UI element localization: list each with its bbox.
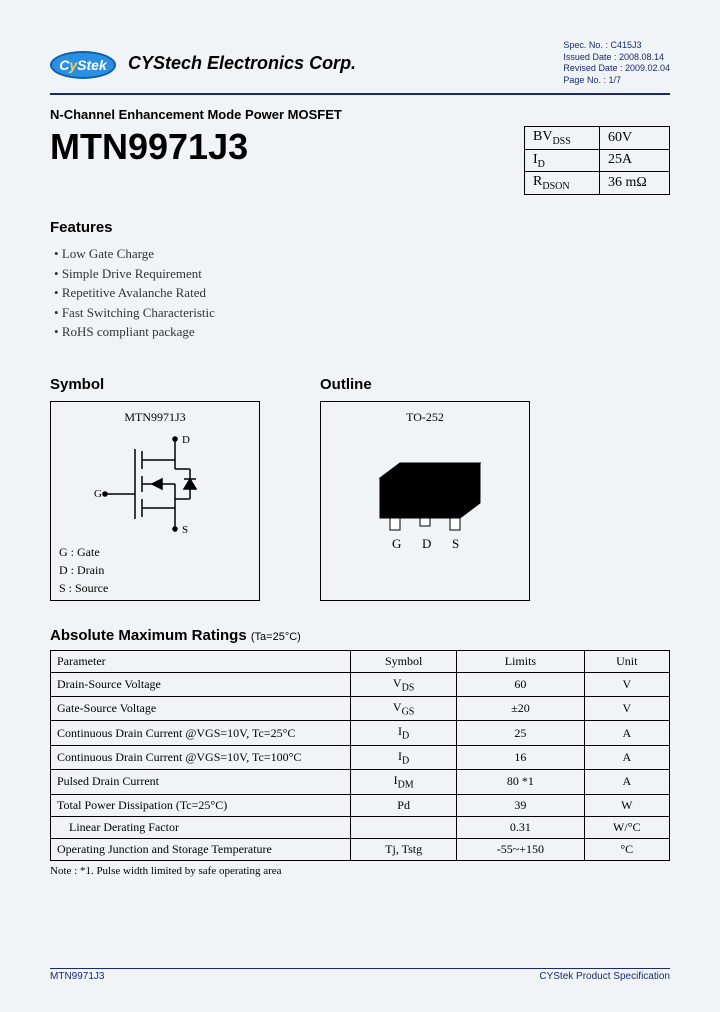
- ratings-condition: (Ta=25°C): [251, 631, 301, 643]
- col-parameter: Parameter: [51, 650, 351, 672]
- feature-item: Fast Switching Characteristic: [54, 303, 670, 323]
- logo-text-c: Stek: [77, 57, 107, 73]
- company-name: CYStech Electronics Corp.: [128, 53, 356, 74]
- ratings-row: Linear Derating Factor0.31W/°C: [51, 816, 670, 838]
- key-table-row: RDSON36 mΩ: [525, 172, 670, 195]
- logo-text-a: C: [59, 57, 69, 73]
- ratings-heading-text: Absolute Maximum Ratings: [50, 627, 247, 644]
- ratings-row: Gate-Source VoltageVGS±20V: [51, 697, 670, 721]
- ratings-row: Continuous Drain Current @VGS=10V, Tc=25…: [51, 721, 670, 745]
- ratings-note: Note : *1. Pulse width limited by safe o…: [50, 865, 670, 877]
- col-symbol: Symbol: [351, 650, 457, 672]
- legend-d: D : Drain: [59, 561, 251, 579]
- logo-text-b: y: [69, 57, 77, 73]
- ratings-row: Operating Junction and Storage Temperatu…: [51, 838, 670, 860]
- revised-date: Revised Date : 2009.02.04: [563, 63, 670, 75]
- feature-item: Simple Drive Requirement: [54, 264, 670, 284]
- logo: CyStek: [50, 45, 120, 81]
- col-limits: Limits: [457, 650, 584, 672]
- outline-pin-d: D: [422, 536, 431, 551]
- footer-left: MTN9971J3: [50, 971, 104, 982]
- legend-g: G : Gate: [59, 543, 251, 561]
- part-number: MTN9971J3: [50, 126, 248, 168]
- features-heading: Features: [50, 219, 670, 236]
- ratings-row: Pulsed Drain CurrentIDM80 *1A: [51, 770, 670, 794]
- pin-g-label: G: [94, 488, 102, 500]
- page-no: Page No. : 1/7: [563, 75, 670, 87]
- ratings-row: Total Power Dissipation (Tc=25°C)Pd39W: [51, 794, 670, 816]
- mosfet-symbol-icon: D G S: [80, 429, 230, 539]
- symbol-heading: Symbol: [50, 376, 260, 393]
- pin-s-label: S: [182, 524, 188, 536]
- outline-box-title: TO-252: [329, 410, 521, 425]
- pin-d-label: D: [182, 434, 190, 446]
- symbol-box: MTN9971J3: [50, 401, 260, 601]
- spec-no: Spec. No. : C415J3: [563, 40, 670, 52]
- ratings-table: Parameter Symbol Limits Unit Drain-Sourc…: [50, 650, 670, 861]
- subtitle: N-Channel Enhancement Mode Power MOSFET: [50, 107, 670, 122]
- feature-item: Low Gate Charge: [54, 244, 670, 264]
- feature-item: Repetitive Avalanche Rated: [54, 283, 670, 303]
- pin-legend: G : Gate D : Drain S : Source: [59, 543, 251, 597]
- ratings-heading: Absolute Maximum Ratings (Ta=25°C): [50, 627, 670, 644]
- legend-s: S : Source: [59, 579, 251, 597]
- header: CyStek CYStech Electronics Corp. Spec. N…: [50, 40, 670, 95]
- package-outline-icon: G D S: [350, 433, 500, 563]
- outline-pin-g: G: [392, 536, 401, 551]
- logo-title-group: CyStek CYStech Electronics Corp.: [50, 45, 356, 81]
- symbol-box-title: MTN9971J3: [59, 410, 251, 425]
- spec-box: Spec. No. : C415J3 Issued Date : 2008.08…: [563, 40, 670, 87]
- feature-item: RoHS compliant package: [54, 322, 670, 342]
- footer: MTN9971J3 CYStek Product Specification: [50, 968, 670, 982]
- col-unit: Unit: [584, 650, 669, 672]
- key-table-row: ID25A: [525, 149, 670, 172]
- footer-right: CYStek Product Specification: [539, 971, 670, 982]
- ratings-row: Drain-Source VoltageVDS60V: [51, 672, 670, 696]
- key-spec-table: BVDSS60VID25ARDSON36 mΩ: [524, 126, 670, 195]
- outline-heading: Outline: [320, 376, 530, 393]
- issued-date: Issued Date : 2008.08.14: [563, 52, 670, 64]
- features-list: Low Gate ChargeSimple Drive RequirementR…: [50, 244, 670, 342]
- outline-box: TO-252 G D S: [320, 401, 530, 601]
- key-table-row: BVDSS60V: [525, 126, 670, 149]
- ratings-row: Continuous Drain Current @VGS=10V, Tc=10…: [51, 745, 670, 769]
- outline-pin-s: S: [452, 536, 459, 551]
